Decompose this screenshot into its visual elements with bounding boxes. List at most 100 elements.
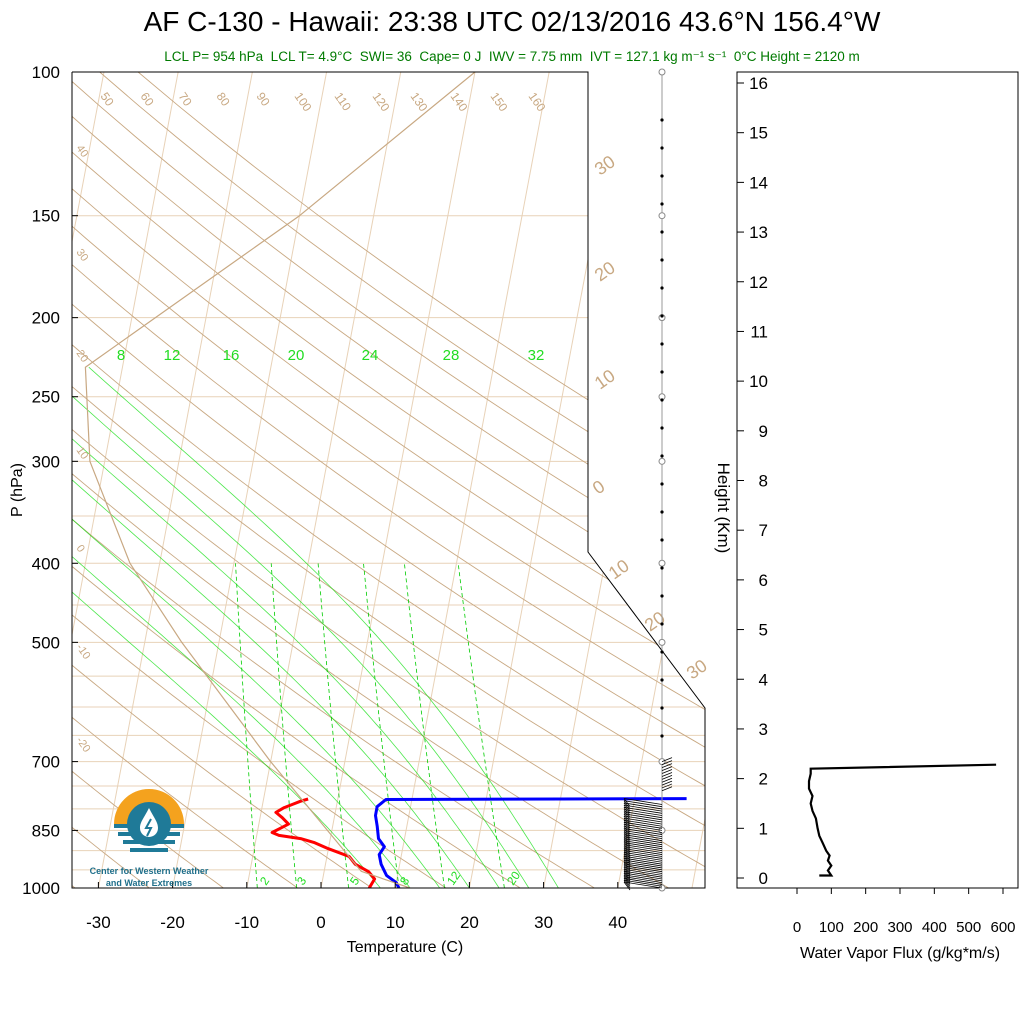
mixing-ratio-line [317, 563, 349, 888]
wind-barb-flag [623, 874, 631, 884]
wind-barb [623, 800, 663, 808]
wind-barb-flag [623, 865, 631, 874]
dry-adiabat-line [72, 72, 173, 888]
x-tick-label: 30 [534, 913, 553, 932]
wind-barb-flag [623, 879, 631, 889]
wind-point [660, 146, 664, 150]
height-tick-label: 6 [759, 571, 768, 590]
wind-barb-flag [623, 834, 631, 843]
y-tick-label: 150 [32, 207, 60, 226]
isotherm-line [468, 72, 624, 888]
wind-barb [661, 786, 673, 792]
wind-barb-flag [623, 807, 631, 816]
x-tick-label: -10 [235, 913, 260, 932]
isotherm-label: 10 [591, 365, 619, 393]
wind-barb [661, 772, 673, 777]
water-vapor-flux-line [807, 763, 997, 877]
moist-adiabat-line [72, 366, 530, 888]
theta-label: 80 [214, 90, 233, 109]
dry-adiabat-line [72, 72, 705, 888]
height-tick-label: 0 [759, 869, 768, 888]
height-tick-label: 7 [759, 521, 768, 540]
wind-barb [623, 844, 663, 852]
y-tick-label: 400 [32, 554, 60, 573]
height-tick-label: 9 [759, 422, 768, 441]
wind-barb [661, 766, 673, 771]
height-tick-label: 1 [759, 819, 768, 838]
theta-left-label: -20 [74, 735, 93, 755]
y-tick-label: 1000 [22, 879, 60, 898]
height-tick-label: 10 [749, 372, 768, 391]
wind-point [660, 426, 664, 430]
wind-barb [661, 769, 673, 774]
moist-adiabat-line [72, 366, 500, 888]
dry-adiabat-line [72, 72, 705, 888]
wind-barb-flag [623, 832, 631, 841]
wind-barb [623, 874, 663, 882]
theta-label: 150 [488, 90, 511, 115]
mixing-ratio-line [270, 563, 297, 888]
wind-barb-flag [623, 876, 631, 885]
dry-adiabat-line [72, 72, 399, 888]
wind-point [660, 678, 664, 682]
moist-adiabat-label: 12 [164, 347, 181, 364]
moist-adiabat-label: 28 [443, 347, 460, 364]
wind-point [660, 202, 664, 206]
isotherm-line [172, 72, 328, 888]
wind-point [660, 594, 664, 598]
y-tick-label: 100 [32, 63, 60, 82]
dry-adiabat-line [72, 72, 549, 888]
isotherm-line [394, 72, 550, 888]
wind-barb-flag [623, 881, 631, 891]
wind-barb [623, 872, 663, 880]
wind-barb-flag [623, 872, 631, 882]
wind-barb [623, 870, 663, 878]
wind-barb [623, 811, 663, 819]
wind-barb [623, 850, 663, 857]
dry-adiabat-line [72, 72, 474, 888]
wind-barb-flag [623, 870, 631, 880]
height-tick-label: 15 [749, 124, 768, 143]
mixing-ratio-label: 20 [504, 868, 523, 887]
mixing-ratio-label: 12 [444, 868, 463, 887]
wind-barb-flag [623, 863, 631, 873]
wind-point [660, 286, 664, 290]
wind-barb [623, 846, 663, 854]
mixing-ratio-label: 2 [257, 874, 272, 888]
mixing-ratio-line [235, 563, 258, 888]
x-axis-label: Temperature (C) [347, 939, 463, 956]
wind-barb-flag [623, 838, 631, 847]
wind-barb [623, 859, 663, 867]
wind-level-marker [658, 68, 666, 76]
moist-adiabat-line [88, 366, 559, 888]
series-dewpoint-line [374, 797, 687, 888]
wind-barb-flag [623, 822, 631, 831]
dry-adiabat-line [72, 72, 705, 888]
wind-barb-flag [623, 817, 631, 827]
moist-adiabat-line [72, 366, 441, 888]
height-tick-label: 3 [759, 720, 768, 739]
theta-left-label: 0 [74, 543, 87, 555]
moist-adiabat-label: 20 [288, 347, 305, 364]
wind-barb [661, 783, 673, 789]
wind-point [660, 482, 664, 486]
isotherm-label: 20 [591, 257, 619, 285]
wind-point [660, 230, 664, 234]
wind-barb-flag [623, 878, 631, 887]
wind-barb-flag [623, 859, 631, 869]
dry-adiabat-line [72, 72, 323, 888]
wind-barb [623, 815, 663, 823]
wind-barb-flag [623, 802, 631, 812]
height-tick-label: 4 [759, 670, 768, 689]
chart-title: AF C-130 - Hawaii: 23:38 UTC 02/13/2016 … [143, 6, 881, 37]
wind-barb [623, 806, 663, 814]
height-tick-label: 5 [759, 621, 768, 640]
wind-barb [623, 819, 663, 827]
dry-adiabat-line [72, 72, 705, 888]
wind-barb [661, 760, 673, 765]
flux-y-axis-label: Height (Km) [714, 463, 733, 554]
wind-barb [623, 809, 663, 816]
wind-barb [623, 881, 663, 889]
x-tick-label: -30 [86, 913, 111, 932]
flux-x-tick-label: 400 [922, 919, 947, 936]
